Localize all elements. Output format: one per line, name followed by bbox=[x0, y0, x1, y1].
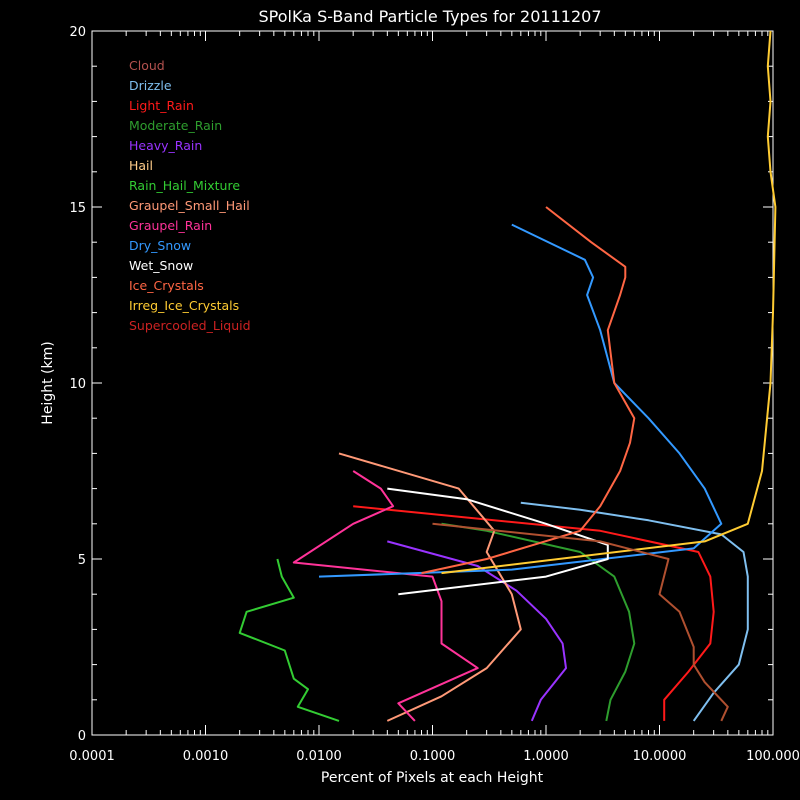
x-tick-label: 100.000 bbox=[746, 749, 800, 764]
axis-ticks: 0.0001 0.0010 0.0100 0.1000 1.0000 10.0000 100… bbox=[69, 25, 800, 764]
legend-entry: Rain_Hail_Mixture bbox=[129, 178, 240, 193]
y-tick-label: 15 bbox=[69, 201, 86, 216]
y-tick-label: 20 bbox=[69, 25, 86, 40]
series-line-drizzle bbox=[520, 501, 749, 722]
y-tick-label: 10 bbox=[69, 377, 86, 392]
y-tick-label: 5 bbox=[78, 553, 86, 568]
y-tick-label: 0 bbox=[78, 729, 86, 744]
legend-entry: Hail bbox=[129, 158, 153, 173]
series-line-rain-hail-mixture bbox=[238, 558, 340, 722]
series-line-light-rain bbox=[353, 505, 715, 721]
legend: Cloud Drizzle Light_Rain Moderate_Rain Heavy… bbox=[129, 58, 251, 333]
legend-entry: Ice_Crystals bbox=[129, 278, 204, 293]
legend-entry: Graupel_Rain bbox=[129, 218, 212, 233]
series-lines bbox=[238, 30, 777, 722]
series-line-ice-crystals bbox=[421, 206, 636, 575]
series-line-moderate-rain bbox=[441, 522, 636, 722]
y-axis-label: Height (km) bbox=[40, 341, 56, 424]
x-tick-label: 10.0000 bbox=[633, 749, 687, 764]
x-tick-label: 0.0010 bbox=[183, 749, 229, 764]
legend-entry: Graupel_Small_Hail bbox=[129, 198, 250, 213]
series-line-wet-snow bbox=[387, 487, 609, 596]
series-line-graupel-rain bbox=[292, 470, 479, 722]
x-tick-label: 1.0000 bbox=[523, 749, 569, 764]
chart-title: SPolKa S-Band Particle Types for 2011120… bbox=[259, 7, 602, 26]
x-tick-label: 0.0100 bbox=[296, 749, 342, 764]
legend-entry: Moderate_Rain bbox=[129, 118, 222, 133]
legend-entry: Supercooled_Liquid bbox=[129, 318, 251, 333]
series-line-dry-snow bbox=[318, 223, 723, 578]
plot-frame bbox=[91, 30, 774, 736]
legend-entry: Irreg_Ice_Crystals bbox=[129, 298, 239, 313]
series-line-graupel-small-hail bbox=[338, 452, 522, 722]
x-tick-label: 0.1000 bbox=[410, 749, 456, 764]
x-axis-label: Percent of Pixels at each Height bbox=[321, 770, 544, 786]
legend-entry: Dry_Snow bbox=[129, 238, 191, 253]
legend-entry: Wet_Snow bbox=[129, 258, 193, 273]
series-line-irreg-ice-crystals bbox=[441, 30, 777, 575]
legend-entry: Heavy_Rain bbox=[129, 138, 202, 153]
legend-entry: Light_Rain bbox=[129, 98, 194, 113]
legend-entry: Cloud bbox=[129, 58, 165, 73]
legend-entry: Drizzle bbox=[129, 78, 172, 93]
series-line-unlabeled bbox=[432, 522, 729, 722]
x-tick-label: 0.0001 bbox=[69, 749, 115, 764]
